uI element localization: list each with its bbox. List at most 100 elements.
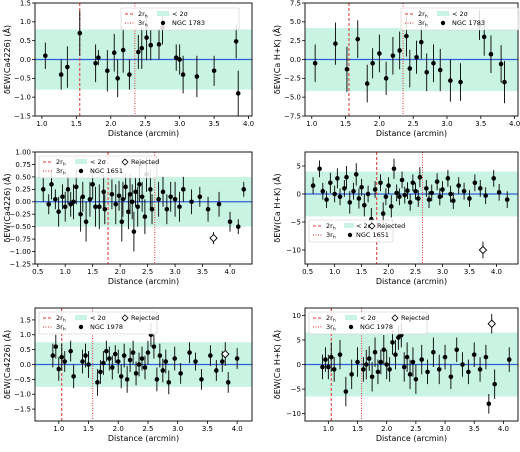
data-point (62, 359, 68, 364)
panel-p2: 1.0 1.5 2.0 2.5 3.0 3.5 4.0 −7.5 −5.0 −2.5 0.0 2.5 5… (271, 0, 520, 138)
data-point (189, 199, 194, 205)
legend-radius-label: 2rh (56, 158, 66, 168)
data-point (109, 365, 115, 370)
data-point (136, 362, 142, 367)
data-point (194, 74, 200, 79)
data-point (370, 60, 375, 66)
data-point (180, 72, 186, 77)
legend-rejected-label: Rejected (131, 314, 159, 322)
data-point (227, 219, 233, 224)
data-point (205, 206, 211, 212)
data-point (337, 194, 343, 200)
data-point (101, 360, 106, 366)
data-point (496, 190, 502, 195)
y-tick-label: −1.0 (14, 391, 31, 399)
data-point (413, 376, 419, 382)
data-point (363, 362, 369, 367)
data-point (166, 380, 172, 385)
data-point (333, 41, 338, 46)
data-point (136, 49, 141, 55)
data-point (397, 48, 402, 53)
y-tick-label: 2.5 (290, 37, 301, 45)
data-point (131, 229, 137, 234)
x-tick-label: 3.5 (202, 425, 213, 433)
data-point (424, 186, 429, 191)
data-point (328, 180, 333, 186)
data-point (120, 196, 126, 202)
data-point (104, 348, 109, 354)
data-point (414, 54, 419, 60)
legend-rejected-label: Rejected (401, 314, 429, 322)
x-tick-label: 2.5 (142, 425, 153, 433)
data-point (407, 200, 413, 205)
data-point (56, 366, 62, 372)
data-point (417, 174, 423, 180)
data-point (154, 377, 160, 382)
legend-band-label: < 2σ (452, 10, 468, 18)
data-point (56, 209, 61, 215)
data-point (442, 354, 448, 360)
data-point (436, 367, 442, 372)
data-point (434, 179, 440, 184)
x-tick-label: 3.5 (197, 268, 208, 276)
y-tick-label: −7.5 (284, 112, 301, 120)
data-point (454, 347, 460, 353)
data-point (157, 353, 163, 358)
data-point (343, 389, 349, 394)
plot-frame (34, 151, 253, 265)
data-point (344, 66, 350, 72)
data-point (384, 362, 389, 367)
data-point (151, 344, 157, 349)
data-point (407, 66, 413, 71)
data-point (381, 347, 387, 353)
data-point (87, 196, 93, 202)
legend-cluster-label: NGC 1978 (360, 323, 393, 331)
data-point (137, 182, 142, 187)
data-point (477, 367, 483, 372)
legend-rejected-label: Rejected (131, 158, 159, 166)
y-tick-label: 5 (297, 162, 301, 170)
data-point (404, 33, 409, 39)
data-point (342, 186, 347, 191)
y-tick-label: −1.5 (14, 406, 31, 414)
data-point (378, 359, 384, 365)
data-point (460, 362, 465, 367)
x-tick-label: 2.5 (140, 120, 151, 128)
data-point (488, 51, 494, 57)
legend-radius-label: 2rh (326, 222, 336, 232)
data-point (225, 380, 231, 385)
data-point (49, 182, 54, 187)
data-point (105, 68, 110, 74)
data-point (46, 201, 52, 207)
x-tick-label: 1.0 (306, 120, 317, 128)
legend-radius-label: 2rh (326, 314, 336, 324)
y-tick-label: 0.0 (20, 361, 31, 369)
x-tick-label: 1.5 (71, 120, 82, 128)
x-tick-label: 4.0 (224, 268, 235, 276)
y-tick-label: 0.25 (15, 186, 31, 194)
x-tick-label: 4.0 (491, 268, 502, 276)
data-point (399, 177, 405, 183)
data-point (172, 356, 178, 361)
y-tick-label: 0.00 (15, 198, 31, 206)
data-point (53, 196, 58, 202)
data-point (65, 64, 70, 70)
x-tick-label: 2.0 (105, 120, 116, 128)
data-point (40, 187, 46, 192)
data-point (115, 76, 120, 81)
data-point (405, 188, 410, 193)
data-point (344, 174, 349, 180)
x-axis-label: Distance (arcmin) (376, 434, 447, 443)
rejected-point (478, 245, 488, 255)
data-point (130, 350, 136, 355)
x-tick-label: 4.0 (232, 425, 243, 433)
data-point (355, 359, 360, 365)
y-tick-label: 0.50 (15, 173, 31, 181)
data-point (437, 67, 443, 73)
x-tick-label: 0.5 (32, 268, 43, 276)
data-point (365, 191, 371, 197)
data-point (233, 39, 239, 44)
